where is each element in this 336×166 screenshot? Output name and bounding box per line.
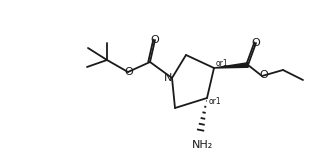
Text: NH₂: NH₂	[192, 140, 213, 150]
Text: or1: or1	[216, 58, 228, 68]
Text: O: O	[125, 67, 133, 77]
Text: or1: or1	[209, 97, 222, 107]
Text: O: O	[151, 35, 159, 45]
Text: O: O	[252, 38, 260, 48]
Polygon shape	[214, 63, 248, 68]
Text: N: N	[164, 73, 172, 83]
Text: O: O	[260, 70, 268, 80]
